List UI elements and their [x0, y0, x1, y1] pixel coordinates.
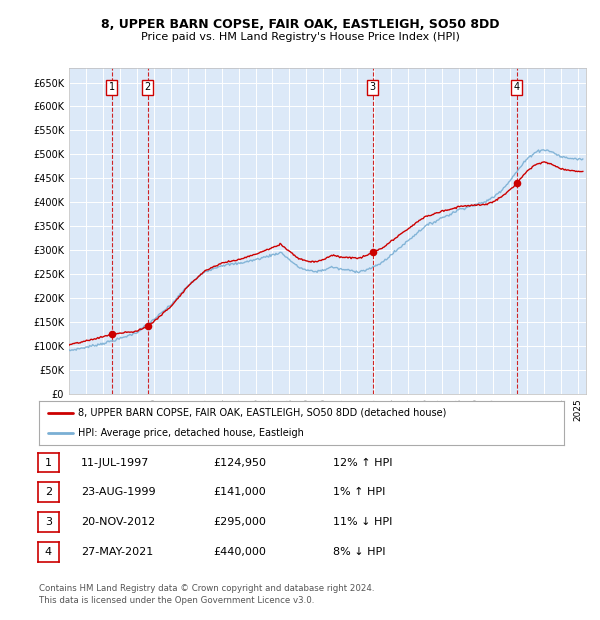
- Text: 11% ↓ HPI: 11% ↓ HPI: [333, 517, 392, 527]
- Text: 11-JUL-1997: 11-JUL-1997: [81, 458, 149, 467]
- Point: [512, 178, 521, 188]
- Text: Contains HM Land Registry data © Crown copyright and database right 2024.
This d: Contains HM Land Registry data © Crown c…: [39, 584, 374, 605]
- Text: 1% ↑ HPI: 1% ↑ HPI: [333, 487, 385, 497]
- Text: 12% ↑ HPI: 12% ↑ HPI: [333, 458, 392, 467]
- Text: 27-MAY-2021: 27-MAY-2021: [81, 547, 153, 557]
- Text: Price paid vs. HM Land Registry's House Price Index (HPI): Price paid vs. HM Land Registry's House …: [140, 32, 460, 42]
- Text: 8% ↓ HPI: 8% ↓ HPI: [333, 547, 386, 557]
- Point: [368, 247, 377, 257]
- Text: 2: 2: [45, 487, 52, 497]
- Text: 2: 2: [145, 82, 151, 92]
- Text: £124,950: £124,950: [213, 458, 266, 467]
- Point: [107, 329, 117, 339]
- Text: 3: 3: [370, 82, 376, 92]
- Text: £440,000: £440,000: [213, 547, 266, 557]
- Text: £295,000: £295,000: [213, 517, 266, 527]
- Text: 4: 4: [514, 82, 520, 92]
- Text: HPI: Average price, detached house, Eastleigh: HPI: Average price, detached house, East…: [79, 428, 304, 438]
- Text: 8, UPPER BARN COPSE, FAIR OAK, EASTLEIGH, SO50 8DD (detached house): 8, UPPER BARN COPSE, FAIR OAK, EASTLEIGH…: [79, 407, 447, 418]
- Text: 23-AUG-1999: 23-AUG-1999: [81, 487, 155, 497]
- Text: 8, UPPER BARN COPSE, FAIR OAK, EASTLEIGH, SO50 8DD: 8, UPPER BARN COPSE, FAIR OAK, EASTLEIGH…: [101, 19, 499, 31]
- Text: 1: 1: [109, 82, 115, 92]
- Point: [143, 321, 152, 331]
- Text: 4: 4: [45, 547, 52, 557]
- Text: 20-NOV-2012: 20-NOV-2012: [81, 517, 155, 527]
- Text: 1: 1: [45, 458, 52, 467]
- Text: 3: 3: [45, 517, 52, 527]
- Text: £141,000: £141,000: [213, 487, 266, 497]
